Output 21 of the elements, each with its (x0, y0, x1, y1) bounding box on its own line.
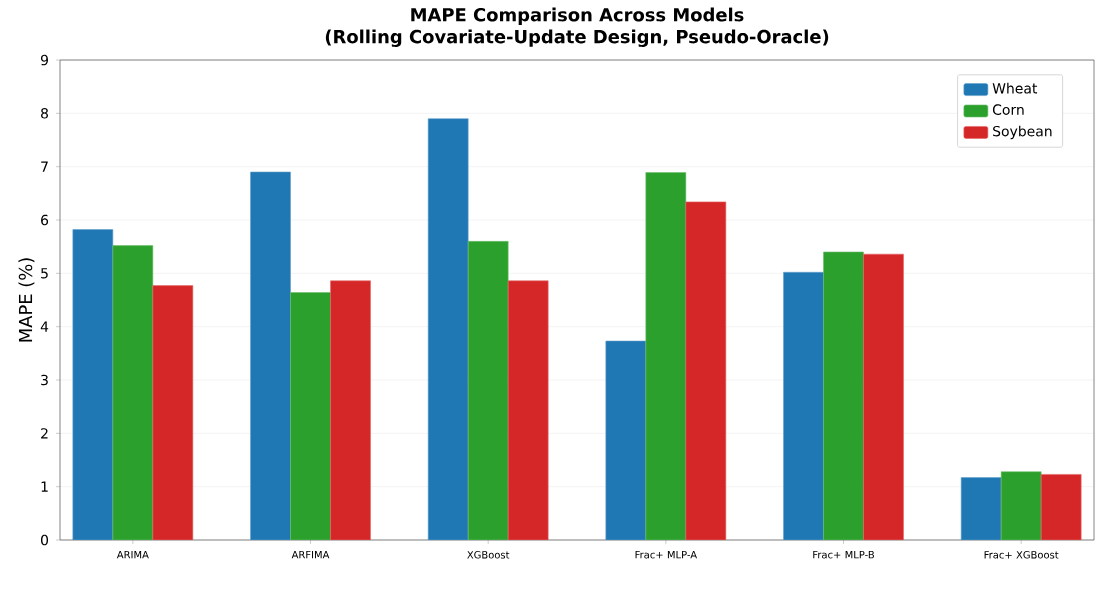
chart-subtitle: (Rolling Covariate-Update Design, Pseudo-Oracle) (325, 29, 829, 48)
bar (250, 171, 291, 540)
bar (823, 251, 864, 540)
bar (507, 280, 549, 540)
bar (330, 280, 371, 540)
bar (863, 253, 904, 540)
bar (152, 285, 194, 540)
bar (427, 118, 469, 540)
bar (72, 229, 114, 540)
bar (645, 172, 687, 540)
bar (112, 245, 154, 540)
bar (685, 201, 727, 540)
chart-title: MAPE Comparison Across Models (411, 7, 744, 25)
bar (783, 271, 824, 540)
bar (290, 292, 331, 540)
bar (605, 340, 647, 540)
bar (1040, 474, 1082, 540)
y-axis-title: MAPE (%) (18, 258, 35, 342)
bar (467, 241, 509, 540)
bar (960, 477, 1002, 540)
bar (1000, 471, 1042, 540)
